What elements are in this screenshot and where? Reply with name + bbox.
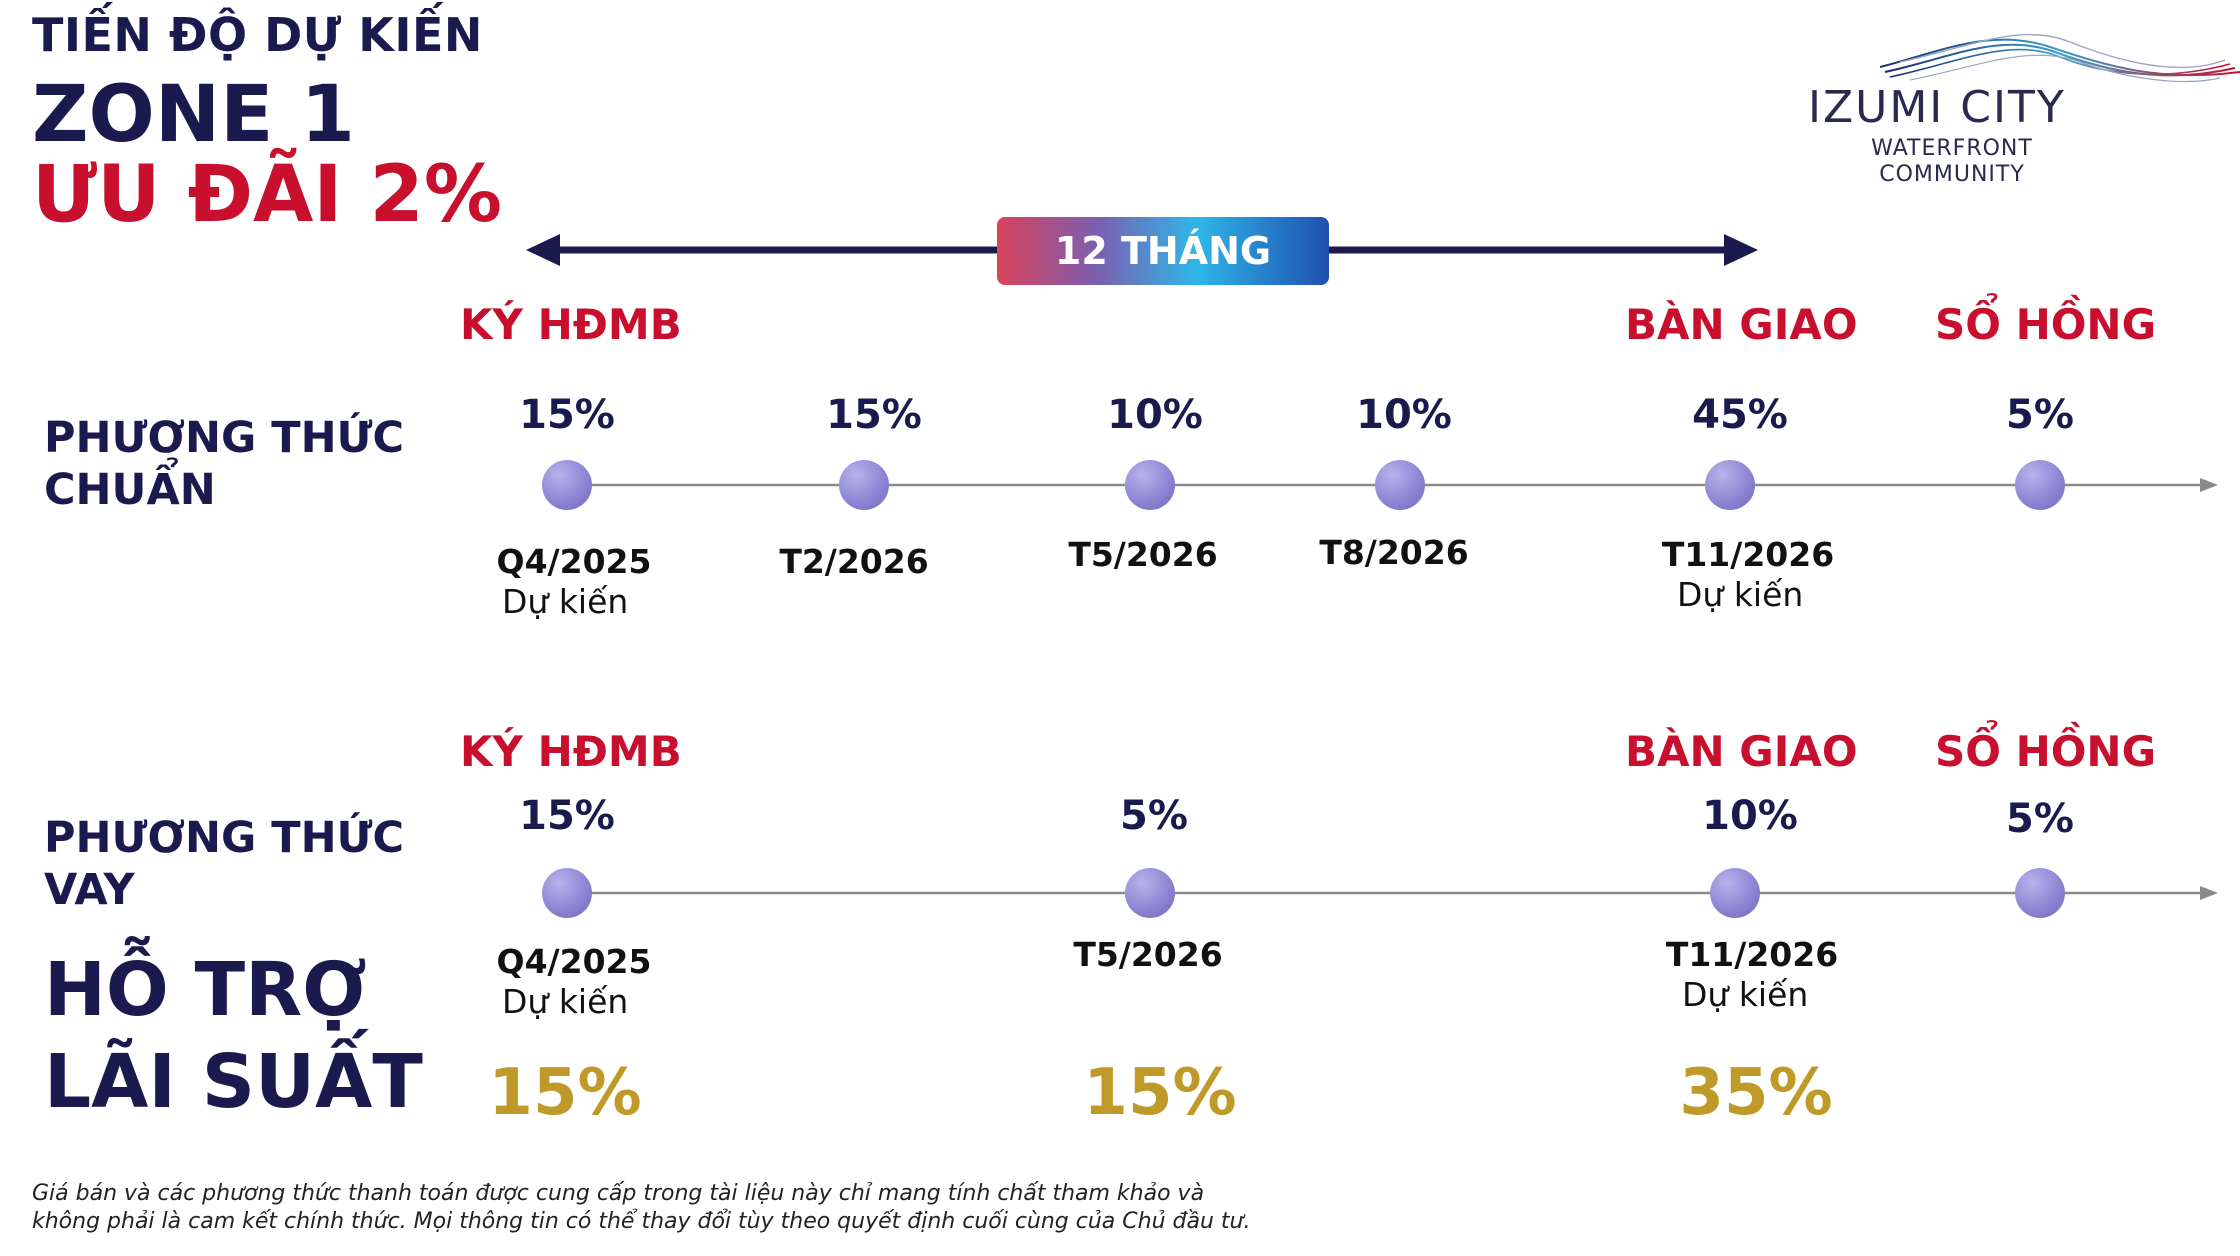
standard-pct: 45%: [1692, 392, 1788, 438]
timeline-dot: [2015, 868, 2065, 918]
standard-date: T8/2026: [1319, 533, 1469, 572]
standard-date: Q4/2025: [496, 542, 652, 581]
duration-badge: 12 THÁNG: [997, 217, 1329, 285]
timeline-line-loan: [565, 886, 2218, 900]
standard-date: T11/2026: [1661, 535, 1835, 574]
loan-date: Q4/2025: [496, 942, 652, 981]
standard-date: T5/2026: [1068, 535, 1218, 574]
header-promo: ƯU ĐÃI 2%: [32, 150, 502, 240]
timeline-dot: [542, 460, 592, 510]
standard-pct: 5%: [2006, 392, 2074, 438]
loan-date: T11/2026: [1665, 935, 1839, 974]
loan-note: Dự kiến: [502, 982, 629, 1021]
logo-sub-community: COMMUNITY: [1879, 162, 2025, 187]
standard-note: Dự kiến: [502, 582, 629, 621]
logo-sub-waterfront: WATERFRONT: [1871, 136, 2033, 161]
timeline-dot: [1710, 868, 1760, 918]
milestone-handover: BÀN GIAO: [1625, 727, 1858, 776]
wave-logo-icon: [1880, 33, 2240, 83]
header-zone: ZONE 1: [32, 70, 355, 160]
standard-note: Dự kiến: [1677, 575, 1804, 614]
logo-name: IZUMI CITY: [1808, 82, 2066, 133]
milestone-handover: BÀN GIAO: [1625, 300, 1858, 349]
standard-pct: 10%: [1356, 392, 1452, 438]
plan-loan-label: PHƯƠNG THỨC VAY: [44, 813, 405, 915]
header-subtitle: TIẾN ĐỘ DỰ KIẾN: [32, 8, 483, 62]
support-pct: 35%: [1679, 1056, 1833, 1130]
loan-pct: 15%: [519, 793, 615, 839]
plan-standard-label: PHƯƠNG THỨC CHUẨN: [44, 413, 405, 515]
milestone-sign: KÝ HĐMB: [460, 300, 682, 349]
disclaimer: Giá bán và các phương thức thanh toán đư…: [32, 1181, 1251, 1234]
milestone-sign: KÝ HĐMB: [460, 727, 682, 776]
loan-pct: 5%: [2006, 796, 2074, 842]
standard-pct: 10%: [1107, 392, 1203, 438]
milestone-pink-book: SỔ HỒNG: [1935, 300, 2157, 349]
loan-date: T5/2026: [1073, 935, 1223, 974]
loan-note: Dự kiến: [1682, 975, 1809, 1014]
timeline-dot: [2015, 460, 2065, 510]
timeline-dot: [839, 460, 889, 510]
standard-date: T2/2026: [779, 542, 929, 581]
milestone-pink-book: SỔ HỒNG: [1935, 727, 2157, 776]
timeline-dot: [1125, 868, 1175, 918]
standard-pct: 15%: [519, 392, 615, 438]
loan-pct: 5%: [1120, 793, 1188, 839]
loan-pct: 10%: [1702, 793, 1798, 839]
standard-pct: 15%: [826, 392, 922, 438]
support-pct: 15%: [1083, 1056, 1237, 1130]
timeline-dot: [1705, 460, 1755, 510]
interest-support-label: HỖ TRỢ LÃI SUẤT: [44, 947, 423, 1125]
support-pct: 15%: [488, 1056, 642, 1130]
timeline-dot: [542, 868, 592, 918]
timeline-dot: [1375, 460, 1425, 510]
timeline-dot: [1125, 460, 1175, 510]
